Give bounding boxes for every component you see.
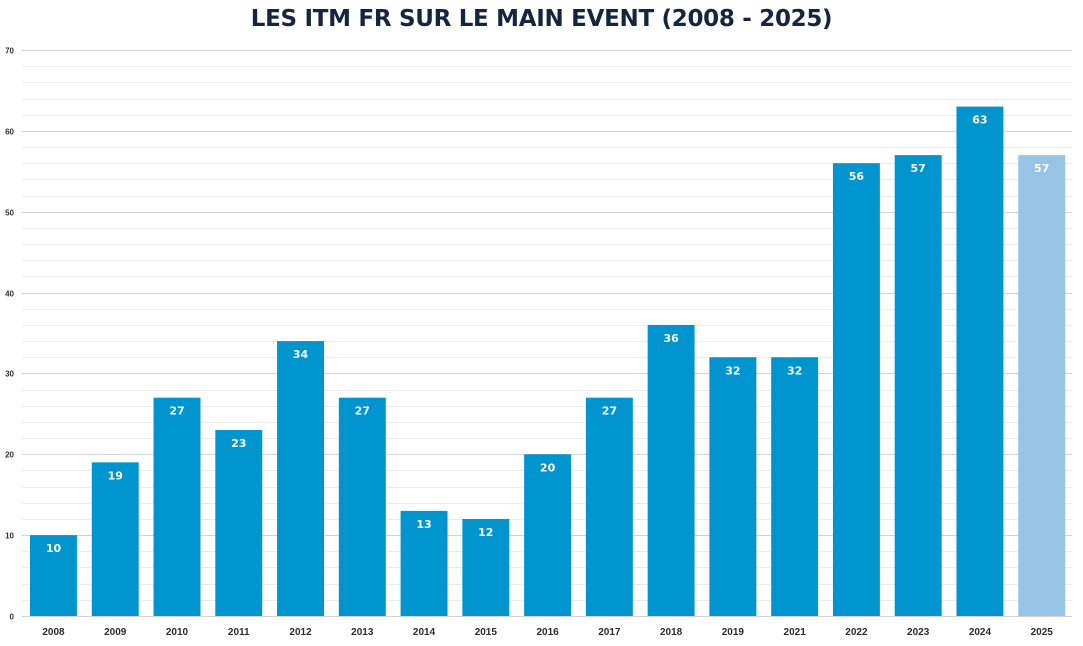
bar-2014: [400, 510, 448, 616]
bar-2024: [956, 106, 1004, 616]
x-tick-label: 2013: [351, 627, 374, 638]
y-tick-label: 30: [5, 370, 14, 379]
bar-value-label: 32: [725, 364, 740, 377]
y-tick-label: 50: [5, 209, 14, 218]
bar-2025: [1018, 155, 1066, 616]
bar-value-label: 57: [911, 162, 926, 175]
x-tick-label: 2023: [907, 627, 930, 638]
bars: [30, 106, 1066, 616]
bar-2021: [771, 357, 819, 616]
bar-value-label: 34: [293, 348, 309, 361]
bar-value-label: 27: [602, 405, 617, 418]
bar-2015: [462, 518, 510, 616]
bar-2011: [215, 430, 263, 616]
x-tick-label: 2022: [845, 627, 868, 638]
bar-value-label: 57: [1034, 162, 1049, 175]
x-tick-label: 2019: [722, 627, 745, 638]
bar-value-label: 36: [663, 332, 679, 345]
y-tick-label: 60: [5, 128, 14, 137]
chart-title: LES ITM FR SUR LE MAIN EVENT (2008 - 202…: [250, 6, 833, 32]
bar-2023: [894, 155, 942, 616]
x-axis-ticks: 2008 2009 2010 2011 2012 2013 2014 2015 2016 2017…: [42, 627, 1053, 638]
x-tick-label: 2014: [413, 627, 436, 638]
bar-value-label: 32: [787, 364, 802, 377]
bar-2017: [585, 397, 633, 616]
bar-value-label: 63: [972, 114, 987, 127]
bar-2008: [30, 535, 77, 616]
y-tick-label: 40: [5, 290, 14, 299]
x-tick-label: 2017: [598, 627, 621, 638]
x-tick-label: 2025: [1031, 627, 1054, 638]
bar-value-label: 23: [231, 437, 246, 450]
bar-value-label: 56: [849, 170, 865, 183]
y-tick-label: 20: [5, 451, 14, 460]
y-tick-label: 0: [10, 613, 15, 622]
bar-2012: [277, 341, 324, 616]
bar-value-label: 13: [416, 518, 431, 531]
x-tick-label: 2024: [969, 627, 992, 638]
x-tick-label: 2012: [289, 627, 312, 638]
y-tick-label: 70: [5, 47, 14, 56]
bar-value-label: 27: [355, 405, 370, 418]
bar-value-label: 12: [478, 526, 493, 539]
x-tick-label: 2011: [228, 627, 250, 638]
y-tick-label: 10: [5, 532, 14, 541]
bar-value-label: 27: [169, 405, 184, 418]
bar-value-labels: 10 19 27 23 34 27 13 12 20 27 36 32 32 56 57 63 57: [46, 114, 1050, 556]
bar-2013: [338, 397, 386, 616]
bar-2010: [153, 397, 201, 616]
bar-2018: [647, 324, 695, 616]
x-tick-label: 2018: [660, 627, 683, 638]
bar-2016: [524, 454, 572, 616]
bar-value-label: 20: [540, 461, 556, 474]
bar-value-label: 19: [108, 469, 123, 482]
x-tick-label: 2008: [42, 627, 65, 638]
x-tick-label: 2021: [784, 627, 807, 638]
x-tick-label: 2015: [475, 627, 498, 638]
x-tick-label: 2016: [536, 627, 559, 638]
bar-2022: [832, 163, 880, 616]
bar-2009: [91, 462, 139, 616]
bar-value-label: 10: [46, 542, 62, 555]
y-axis-ticks: 0 10 20 30 40 50 60 70: [5, 47, 14, 622]
bar-2019: [709, 357, 757, 616]
x-tick-label: 2009: [104, 627, 127, 638]
x-tick-label: 2010: [166, 627, 189, 638]
